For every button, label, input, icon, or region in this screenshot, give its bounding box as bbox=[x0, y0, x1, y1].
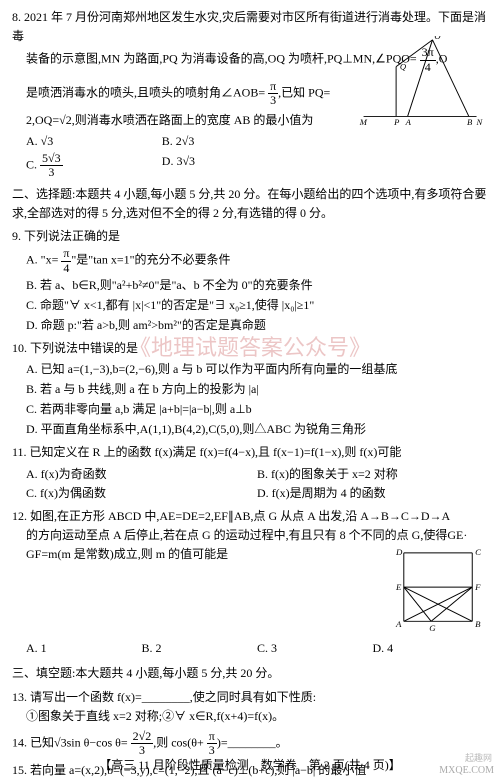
q8-figure: O M PA BN Q bbox=[356, 36, 486, 126]
svg-text:A: A bbox=[405, 117, 412, 126]
q10-t: 10. 下列说法中错误的是 bbox=[12, 339, 488, 358]
q10-c: C. 若两非零向量 a,b 满足 |a+b|=|a−b|,则 a⊥b bbox=[12, 400, 488, 419]
footer: 【高三 11 月阶段性质量检测 数学卷 第 2 页(共 4 页)】 bbox=[0, 756, 500, 775]
svg-text:D: D bbox=[395, 547, 403, 557]
svg-text:F: F bbox=[474, 582, 481, 592]
q12: 12. 如图,在正方形 ABCD 中,AE=DE=2,EF∥AB,点 G 从点 … bbox=[12, 507, 488, 659]
svg-text:B: B bbox=[475, 619, 481, 629]
q10-a: A. 已知 a=(1,−3),b=(2,−6),则 a 与 b 可以作为平面内所… bbox=[12, 360, 488, 379]
frac-pi3: π3 bbox=[268, 80, 278, 107]
q12-t3: DCABEFG GF=m(m 是常数)成立,则 m 的值可能是 bbox=[12, 545, 488, 637]
svg-text:M: M bbox=[359, 117, 368, 126]
q11-d: D. f(x)是周期为 4 的函数 bbox=[257, 484, 488, 503]
svg-text:E: E bbox=[395, 582, 402, 592]
q11-opts: A. f(x)为奇函数 B. f(x)的图象关于 x=2 对称 C. f(x)为… bbox=[12, 465, 488, 503]
svg-text:P: P bbox=[393, 117, 400, 126]
section2-heading: 二、选择题:本题共 4 小题,每小题 5 分,共 20 分。在每小题给出的四个选… bbox=[12, 185, 488, 223]
svg-text:N: N bbox=[476, 117, 484, 126]
q8-opts: A. √3 B. 2√3 C. 5√33 D. 3√3 bbox=[12, 132, 298, 179]
q12-opts: A. 1 B. 2 C. 3 D. 4 bbox=[12, 639, 488, 658]
frac-2r2-3: 2√23 bbox=[131, 730, 154, 757]
svg-text:B: B bbox=[467, 117, 473, 126]
q11-t: 11. 已知定义在 R 上的函数 f(x)满足 f(x)=f(4−x),且 f(… bbox=[12, 443, 488, 462]
svg-text:Q: Q bbox=[400, 62, 407, 72]
q9-t: 9. 下列说法正确的是 bbox=[12, 227, 488, 246]
q9-b: B. 若 a、b∈R,则"a²+b²≠0"是"a、b 不全为 0"的充要条件 bbox=[12, 276, 488, 295]
q12-a: A. 1 bbox=[26, 639, 142, 658]
q9-a: A. "x= π4"是"tan x=1"的充分不必要条件 bbox=[12, 247, 488, 274]
q13-t: 13. 请写出一个函数 f(x)=________,使之同时具有如下性质: bbox=[12, 688, 488, 707]
q10-b: B. 若 a 与 b 共线,则 a 在 b 方向上的投影为 |a| bbox=[12, 380, 488, 399]
svg-text:A: A bbox=[395, 619, 402, 629]
q8-oa: A. √3 bbox=[26, 132, 162, 151]
q12-t2: 的方向运动至点 A 后停止,若在点 G 的运动过程中,有且只有 8 个不同的点 … bbox=[12, 526, 488, 545]
q12-figure: D C A B E F G bbox=[394, 547, 484, 635]
q9-c: C. 命题"∀ x<1,都有 |x|<1"的否定是"∃ x₀≥1,使得 |x₀|… bbox=[12, 296, 488, 315]
q11: 11. 已知定义在 R 上的函数 f(x)满足 f(x)=f(4−x),且 f(… bbox=[12, 443, 488, 503]
q12-t1: 12. 如图,在正方形 ABCD 中,AE=DE=2,EF∥AB,点 G 从点 … bbox=[12, 507, 488, 526]
q13-s: ①图象关于直线 x=2 对称;②∀ x∈R,f(x+4)=f(x)。 bbox=[12, 707, 488, 726]
q12-c: C. 3 bbox=[257, 639, 373, 658]
q9: 9. 下列说法正确的是 A. "x= π4"是"tan x=1"的充分不必要条件… bbox=[12, 227, 488, 335]
svg-text:G: G bbox=[429, 623, 436, 633]
q12-d: D. 4 bbox=[373, 639, 489, 658]
svg-text:O: O bbox=[434, 36, 441, 41]
q10-d: D. 平面直角坐标系中,A(1,1),B(4,2),C(5,0),则△ABC 为… bbox=[12, 420, 488, 439]
corner-tag: MXQE.COM bbox=[439, 763, 494, 779]
q11-a: A. f(x)为奇函数 bbox=[26, 465, 257, 484]
section3-heading: 三、填空题:本大题共 4 小题,每小题 5 分,共 20 分。 bbox=[12, 664, 488, 683]
q8: 8. 2021 年 7 月份河南郑州地区发生水灾,灾后需要对市区所有街道进行消毒… bbox=[12, 8, 488, 179]
q10: 10. 下列说法中错误的是 A. 已知 a=(1,−3),b=(2,−6),则 … bbox=[12, 339, 488, 439]
q8-oc: C. 5√33 bbox=[26, 152, 162, 179]
q8-od: D. 3√3 bbox=[162, 152, 298, 179]
q12-b: B. 2 bbox=[142, 639, 258, 658]
q11-c: C. f(x)为偶函数 bbox=[26, 484, 257, 503]
q14: 14. 已知√3sin θ−cos θ= 2√23,则 cos(θ+ π3)=_… bbox=[12, 730, 488, 757]
q13: 13. 请写出一个函数 f(x)=________,使之同时具有如下性质: ①图… bbox=[12, 688, 488, 726]
svg-text:C: C bbox=[475, 547, 481, 557]
q9-d: D. 命题 p:"若 a>b,则 am²>bm²"的否定是真命题 bbox=[12, 316, 488, 335]
q11-b: B. f(x)的图象关于 x=2 对称 bbox=[257, 465, 488, 484]
q8-ob: B. 2√3 bbox=[162, 132, 298, 151]
